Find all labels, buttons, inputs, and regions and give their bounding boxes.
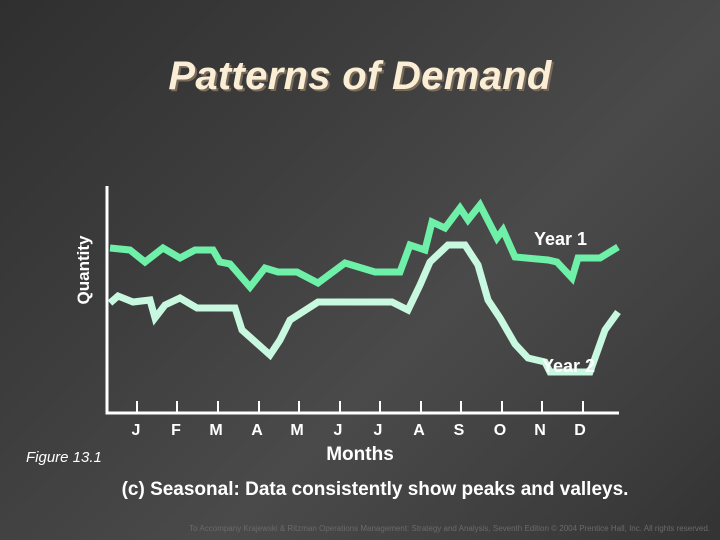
month-label-dec: D (574, 422, 586, 439)
month-label-aug: A (413, 422, 425, 439)
month-label-nov: N (534, 422, 546, 439)
slide-title: Patterns of Demand (168, 54, 552, 98)
x-axis-label: Months (326, 444, 394, 465)
year-2-line (107, 241, 621, 376)
year-1-line (109, 198, 620, 293)
month-label-may: M (290, 422, 304, 439)
month-label-sep: S (453, 422, 465, 439)
copyright-footer: To Accompany Krajewski & Ritzman Operati… (189, 524, 710, 533)
figure-label: Figure 13.1 (26, 449, 102, 466)
month-label-jan: J (131, 422, 141, 439)
month-label-feb: F (171, 422, 181, 439)
month-label-oct: O (493, 422, 507, 439)
month-label-apr: A (251, 422, 263, 439)
x-axis-ticks (136, 401, 584, 413)
year-2-label: Year 2 (542, 356, 596, 376)
month-label-jul: J (373, 422, 383, 439)
chart-caption: (c) Seasonal: Data consistently show pea… (121, 479, 629, 500)
month-label-mar: M (209, 422, 223, 439)
month-label-jun: J (333, 422, 343, 439)
year-1-label: Year 1 (534, 229, 588, 249)
